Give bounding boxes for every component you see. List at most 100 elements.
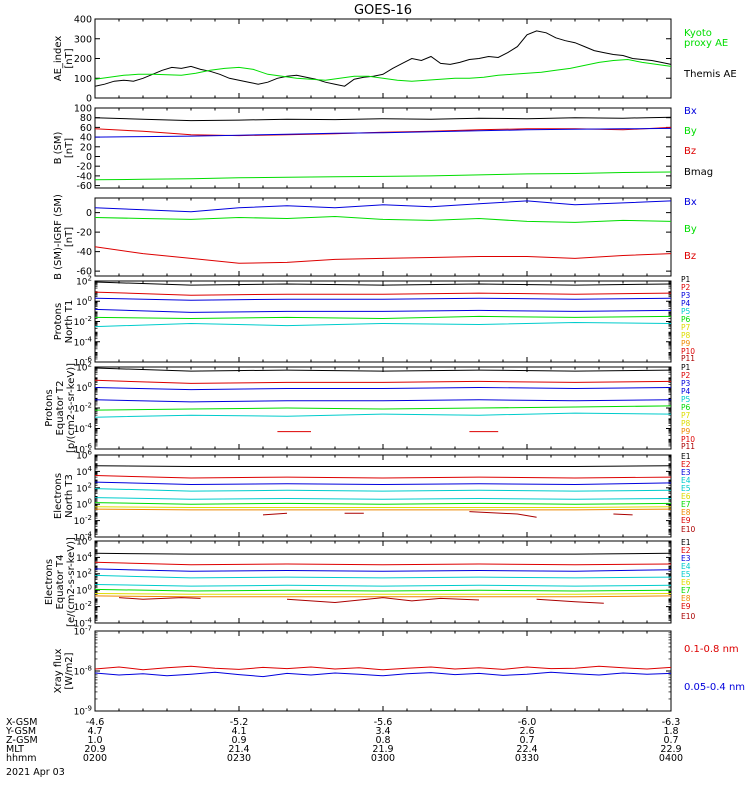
series-line-e5 [94, 584, 672, 587]
legend-entry: E6 [681, 492, 691, 501]
series-line-e5 [94, 497, 672, 500]
y-axis-label: Electrons [44, 559, 55, 605]
y-tick-label: 104 [76, 551, 92, 564]
series-line-kyoto-proxy-ae [94, 58, 672, 82]
footer-value: 21.9 [372, 744, 393, 755]
footer-date: 2021 Apr 03 [6, 767, 65, 778]
legend-entry: P2 [681, 283, 691, 292]
y-axis-label: Protons [44, 389, 55, 426]
y-axis-label: [p/(cm2-s-sr-keV)] [66, 363, 77, 453]
footer-value: 1.8 [663, 726, 678, 737]
legend-entry: E8 [681, 594, 691, 603]
legend-entry: P7 [681, 411, 691, 420]
footer-value: 2.6 [519, 726, 534, 737]
legend-entry: E6 [681, 578, 691, 587]
series-line-0-05-0-4-nm [94, 671, 672, 678]
series-line-e1 [94, 465, 672, 467]
series-line-e10 [469, 511, 537, 518]
series-line-p3 [94, 386, 672, 391]
plot-frame [94, 540, 672, 624]
y-tick-label: 10-9 [74, 705, 92, 718]
legend-entry: P1 [681, 363, 691, 372]
legend-entry: E10 [681, 525, 696, 534]
y-tick-label: 0 [86, 208, 92, 219]
y-axis-label: North T1 [64, 300, 75, 344]
y-tick-label: 10-2 [74, 600, 92, 613]
series-line-p6 [94, 315, 672, 320]
footer-value: 1.0 [87, 735, 102, 746]
panel-ee: 106 104 102 100 10-2 10-4 Electrons Equator T4[… [44, 535, 696, 630]
y-tick-label: -20 [76, 228, 92, 239]
footer-value: 0400 [659, 753, 683, 764]
legend-entry: Themis AE [683, 69, 737, 80]
y-tick-label: 400 [74, 15, 92, 26]
footer-value: -5.6 [374, 717, 393, 728]
series-line-e6 [94, 588, 672, 592]
legend-entry: Bx [684, 197, 697, 208]
y-tick-label: 10-6 [74, 356, 93, 369]
y-tick-label: 100 [76, 295, 92, 308]
y-axis-label: [W/m2] [64, 652, 75, 689]
legend-entry: Kyoto [684, 28, 712, 39]
footer-value: 21.4 [228, 744, 249, 755]
legend-entry: E8 [681, 508, 691, 517]
legend-entry: P8 [681, 331, 691, 340]
legend-entry: E2 [681, 460, 691, 469]
y-tick-label: 10-2 [74, 402, 92, 415]
series-line-e10 [286, 597, 480, 604]
y-tick-label: 104 [76, 465, 92, 478]
series-line-e3 [94, 568, 672, 572]
legend-entry: P7 [681, 323, 691, 332]
plot-frame [94, 197, 672, 277]
y-tick-label: 102 [76, 275, 92, 288]
y-tick-label: 100 [74, 74, 92, 85]
y-tick-label: 10-2 [74, 315, 92, 328]
y-tick-label: 10-4 [74, 335, 93, 348]
y-axis-label: B (SM) [53, 131, 64, 164]
legend-entry: E1 [681, 538, 691, 547]
y-tick-label: 102 [76, 481, 92, 494]
y-axis-label: Protons [53, 303, 64, 340]
y-axis-label: AE_index [53, 36, 64, 82]
y-axis-label: Equator T2 [55, 381, 66, 436]
series-line-p3 [94, 297, 672, 301]
footer-row-label: X-GSM [6, 717, 37, 728]
legend-entry: E4 [681, 476, 691, 485]
legend-entry: E10 [681, 612, 696, 621]
legend-entry: P4 [681, 387, 691, 396]
footer-value: 4.1 [231, 726, 246, 737]
legend-entry: P10 [681, 347, 695, 356]
series-line-p2 [94, 379, 672, 384]
y-tick-label: 10-7 [74, 625, 92, 638]
plot-frame [94, 280, 672, 363]
y-tick-label: -40 [76, 171, 92, 182]
legend-entry: P10 [681, 435, 695, 444]
y-tick-label: 40 [80, 133, 92, 144]
series-line-e10 [262, 512, 288, 516]
legend-entry: Bx [684, 106, 697, 117]
plot-frame [94, 18, 672, 99]
series-line-bx [94, 127, 672, 138]
footer-value: 0.9 [231, 735, 246, 746]
y-tick-label: 10-6 [74, 443, 93, 456]
series-line-e7 [94, 593, 672, 595]
y-tick-label: -60 [76, 267, 92, 278]
y-tick-label: 80 [80, 113, 92, 124]
y-axis-label: Xray flux [53, 649, 64, 694]
legend-entry: P3 [681, 291, 691, 300]
y-tick-label: 0 [86, 94, 92, 105]
y-tick-label: 106 [76, 535, 92, 548]
series-line-p4 [94, 399, 672, 403]
y-axis-label: Equator T4 [55, 555, 66, 610]
legend-entry: 0.1-0.8 nm [684, 644, 739, 655]
y-axis-label: B (SM)-IGRF (SM) [53, 194, 64, 280]
series-line-e1 [94, 552, 672, 555]
y-axis-label: North T3 [64, 474, 75, 518]
series-line-p4 [94, 308, 672, 313]
plot-frame [94, 454, 672, 538]
series-line-e2 [94, 475, 672, 479]
y-tick-label: 200 [74, 54, 92, 65]
